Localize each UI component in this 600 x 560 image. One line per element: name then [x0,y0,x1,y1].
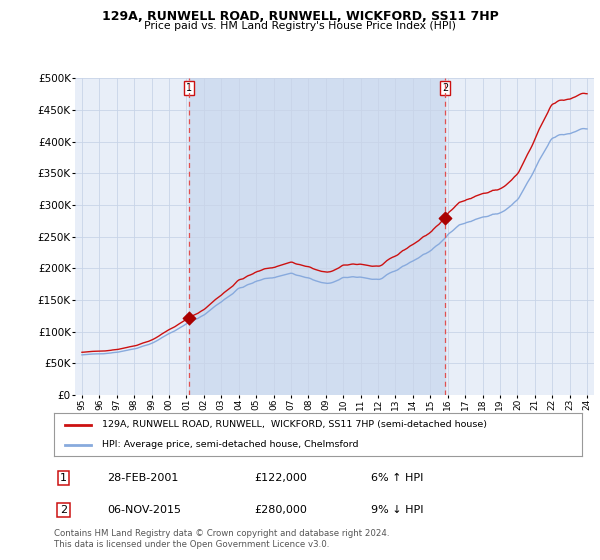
Text: 6% ↑ HPI: 6% ↑ HPI [371,473,423,483]
Text: Price paid vs. HM Land Registry's House Price Index (HPI): Price paid vs. HM Land Registry's House … [144,21,456,31]
Text: 2: 2 [60,505,67,515]
Text: Contains HM Land Registry data © Crown copyright and database right 2024.
This d: Contains HM Land Registry data © Crown c… [54,529,389,549]
Text: £280,000: £280,000 [254,505,308,515]
Text: HPI: Average price, semi-detached house, Chelmsford: HPI: Average price, semi-detached house,… [101,440,358,449]
Text: 06-NOV-2015: 06-NOV-2015 [107,505,181,515]
Text: 28-FEB-2001: 28-FEB-2001 [107,473,178,483]
Text: 1: 1 [60,473,67,483]
Text: 129A, RUNWELL ROAD, RUNWELL, WICKFORD, SS11 7HP: 129A, RUNWELL ROAD, RUNWELL, WICKFORD, S… [101,10,499,23]
Point [440,213,450,222]
Point [185,313,194,322]
Text: 2: 2 [442,83,448,93]
Text: £122,000: £122,000 [254,473,308,483]
Text: 9% ↓ HPI: 9% ↓ HPI [371,505,424,515]
Text: 129A, RUNWELL ROAD, RUNWELL,  WICKFORD, SS11 7HP (semi-detached house): 129A, RUNWELL ROAD, RUNWELL, WICKFORD, S… [101,420,487,429]
Text: 1: 1 [187,83,193,93]
Bar [190,78,445,395]
